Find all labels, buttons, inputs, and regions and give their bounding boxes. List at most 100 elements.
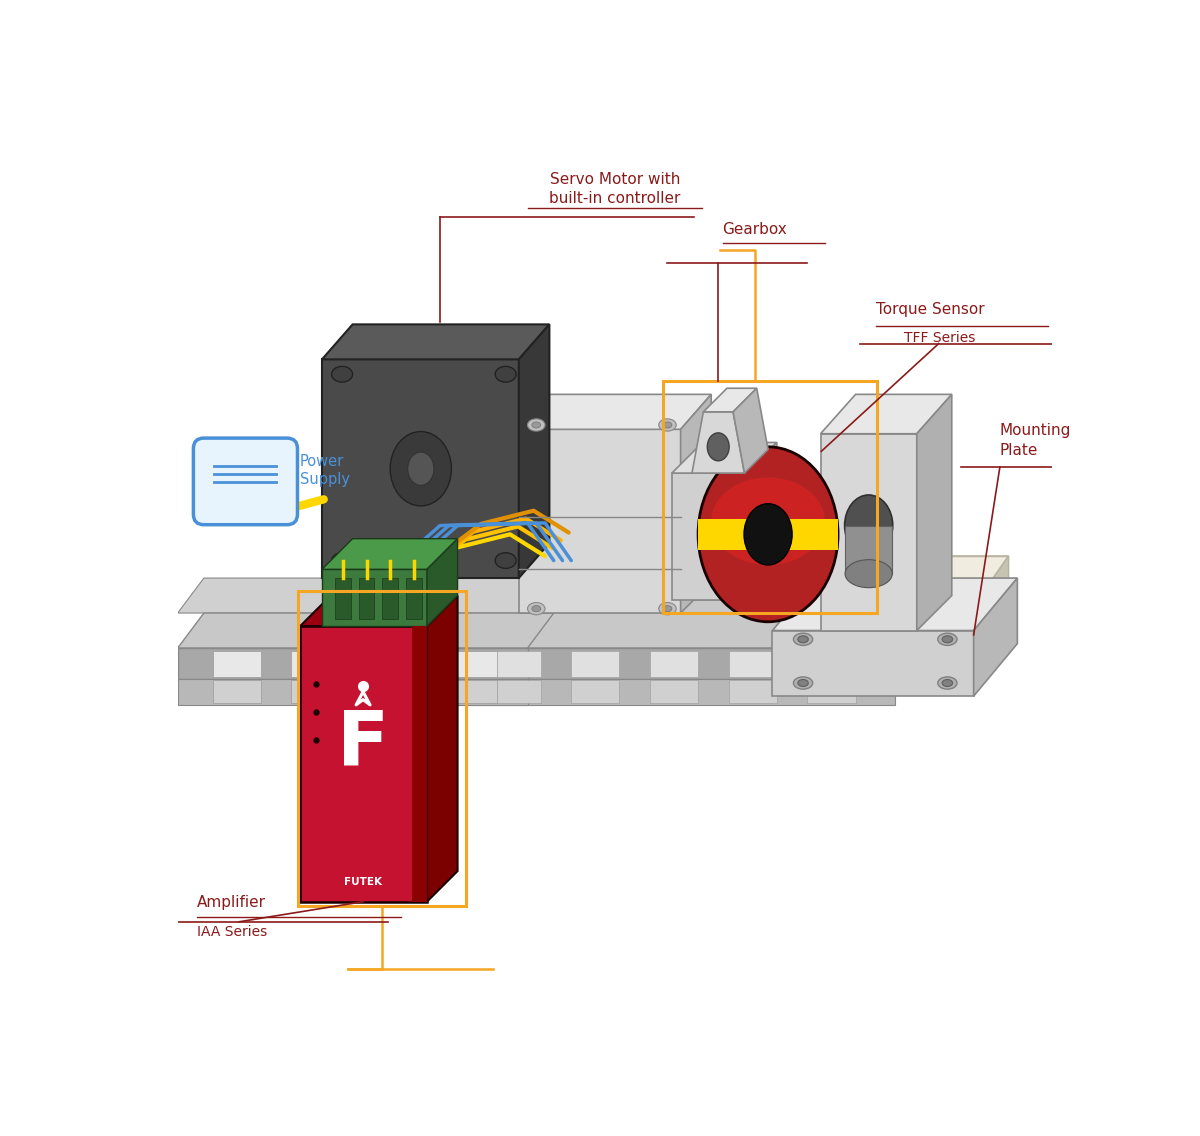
Polygon shape <box>728 651 776 677</box>
Ellipse shape <box>532 421 541 428</box>
Ellipse shape <box>331 553 353 568</box>
Polygon shape <box>212 680 260 703</box>
Polygon shape <box>650 651 698 677</box>
Polygon shape <box>412 626 427 902</box>
Polygon shape <box>292 651 340 677</box>
Polygon shape <box>518 325 550 578</box>
Ellipse shape <box>798 636 809 643</box>
Text: Power
Supply: Power Supply <box>300 454 350 486</box>
Ellipse shape <box>408 452 434 485</box>
Polygon shape <box>947 557 1009 678</box>
Polygon shape <box>300 595 457 626</box>
Polygon shape <box>492 680 541 703</box>
Polygon shape <box>650 680 698 703</box>
Polygon shape <box>178 578 553 613</box>
Polygon shape <box>322 325 550 359</box>
Ellipse shape <box>532 605 541 611</box>
Polygon shape <box>680 394 712 613</box>
Ellipse shape <box>845 560 893 587</box>
Ellipse shape <box>698 446 838 621</box>
Polygon shape <box>335 578 350 619</box>
Polygon shape <box>845 526 893 574</box>
Polygon shape <box>370 678 895 704</box>
Ellipse shape <box>937 677 958 690</box>
Text: Gearbox: Gearbox <box>722 222 787 237</box>
Polygon shape <box>370 600 938 648</box>
Polygon shape <box>178 678 528 704</box>
Ellipse shape <box>942 636 953 643</box>
Text: Servo Motor with: Servo Motor with <box>550 172 680 187</box>
Polygon shape <box>370 680 418 703</box>
Polygon shape <box>449 680 497 703</box>
Text: Torque Sensor: Torque Sensor <box>876 302 984 317</box>
Polygon shape <box>808 651 856 677</box>
FancyBboxPatch shape <box>193 438 298 525</box>
Polygon shape <box>370 565 938 613</box>
Ellipse shape <box>496 553 516 568</box>
Polygon shape <box>672 473 746 600</box>
Polygon shape <box>698 518 838 550</box>
Polygon shape <box>773 578 1018 630</box>
Polygon shape <box>821 394 952 434</box>
Ellipse shape <box>390 432 451 506</box>
Text: IAA Series: IAA Series <box>197 926 268 939</box>
Polygon shape <box>414 680 462 703</box>
Ellipse shape <box>712 477 824 565</box>
Ellipse shape <box>937 633 958 645</box>
Text: built-in controller: built-in controller <box>550 191 680 207</box>
Polygon shape <box>917 394 952 630</box>
Ellipse shape <box>744 503 792 565</box>
Text: Plate: Plate <box>1000 443 1038 458</box>
Polygon shape <box>414 651 462 677</box>
Polygon shape <box>427 595 457 902</box>
Polygon shape <box>370 651 418 677</box>
Polygon shape <box>973 578 1018 696</box>
Polygon shape <box>703 389 757 412</box>
Polygon shape <box>322 359 518 578</box>
Polygon shape <box>449 651 497 677</box>
Polygon shape <box>571 680 619 703</box>
Ellipse shape <box>528 602 545 615</box>
Polygon shape <box>692 412 744 473</box>
Ellipse shape <box>528 419 545 431</box>
Ellipse shape <box>793 633 812 645</box>
Ellipse shape <box>942 679 953 686</box>
Polygon shape <box>571 651 619 677</box>
Ellipse shape <box>659 419 677 431</box>
Ellipse shape <box>793 677 812 690</box>
Polygon shape <box>492 651 541 677</box>
Polygon shape <box>808 680 856 703</box>
Ellipse shape <box>331 367 353 382</box>
Polygon shape <box>518 429 680 613</box>
Ellipse shape <box>707 433 730 461</box>
Text: Mounting: Mounting <box>1000 423 1072 438</box>
Ellipse shape <box>664 605 672 611</box>
Polygon shape <box>773 630 973 696</box>
Polygon shape <box>300 626 427 902</box>
Polygon shape <box>733 389 768 473</box>
Text: FUTEK: FUTEK <box>750 528 786 541</box>
Polygon shape <box>359 578 374 619</box>
Polygon shape <box>672 442 776 473</box>
Text: FUTEK: FUTEK <box>344 877 382 886</box>
Polygon shape <box>427 538 457 626</box>
Polygon shape <box>746 442 776 600</box>
Polygon shape <box>728 680 776 703</box>
Polygon shape <box>308 557 370 678</box>
Polygon shape <box>322 538 457 569</box>
Polygon shape <box>308 557 1009 644</box>
Text: TFF Series: TFF Series <box>904 331 976 344</box>
Polygon shape <box>370 648 895 678</box>
Ellipse shape <box>798 679 809 686</box>
Polygon shape <box>406 578 421 619</box>
Text: Amplifier: Amplifier <box>197 895 266 910</box>
Polygon shape <box>821 434 917 630</box>
Ellipse shape <box>664 421 672 428</box>
Polygon shape <box>292 680 340 703</box>
Ellipse shape <box>659 602 677 615</box>
Ellipse shape <box>845 495 893 557</box>
Text: F: F <box>337 708 389 782</box>
Polygon shape <box>178 613 553 648</box>
Polygon shape <box>518 394 712 429</box>
Polygon shape <box>383 578 398 619</box>
